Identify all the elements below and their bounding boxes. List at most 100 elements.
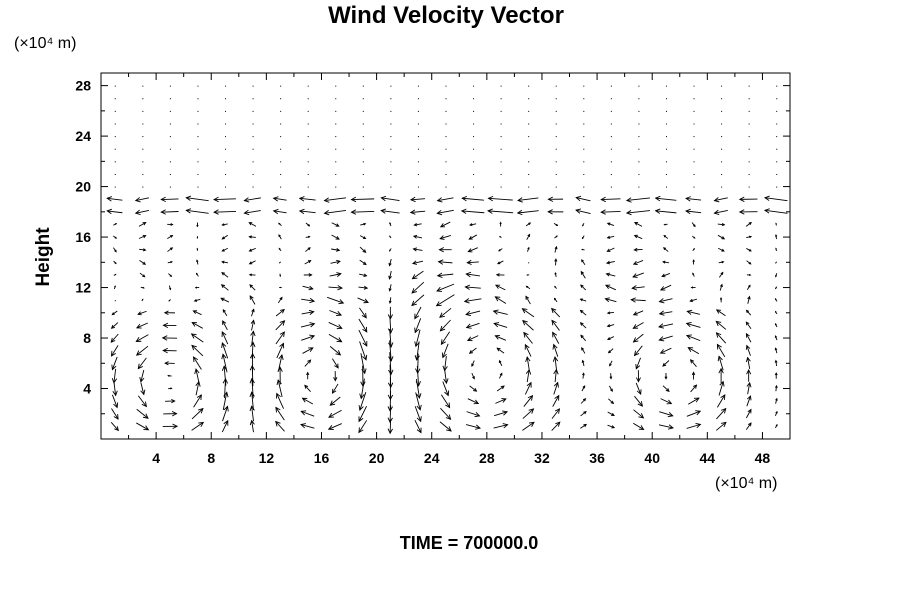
wind-vector	[528, 173, 530, 175]
wind-vector-shaft	[580, 334, 587, 342]
wind-vector-shaft	[688, 347, 700, 355]
wind-vector	[499, 372, 503, 379]
wind-vector-dot	[583, 110, 585, 112]
wind-vector-head	[335, 223, 340, 227]
wind-vector	[357, 297, 369, 304]
wind-vector-shaft	[685, 197, 702, 201]
wind-vector	[746, 273, 752, 277]
wind-vector	[553, 223, 559, 227]
wind-vector	[135, 334, 149, 342]
wind-vector-head	[243, 209, 250, 216]
wind-vector	[221, 353, 228, 373]
wind-vector-head	[439, 325, 446, 332]
wind-vector-dot	[500, 136, 502, 138]
wind-vector	[580, 410, 587, 417]
wind-vector-head	[362, 340, 368, 347]
wind-vector	[327, 423, 342, 430]
wind-vector-head	[169, 287, 172, 291]
wind-vector	[307, 136, 309, 138]
wind-vector-head	[525, 356, 531, 362]
wind-vector	[415, 353, 421, 375]
wind-vector	[487, 195, 513, 202]
wind-vector-dot	[225, 148, 227, 150]
wind-vector-head	[502, 410, 509, 416]
wind-vector-shaft	[193, 310, 202, 316]
wind-vector-dot	[417, 110, 419, 112]
wind-vector	[582, 372, 585, 379]
wind-vector	[445, 110, 447, 112]
wind-vector-shaft	[438, 261, 453, 264]
wind-vector-dot	[390, 110, 392, 112]
wind-vector-head	[667, 412, 674, 418]
wind-vector-head	[581, 347, 585, 351]
wind-vector-head	[775, 247, 777, 250]
wind-vector	[191, 407, 204, 420]
wind-vector	[638, 123, 640, 125]
wind-vector	[713, 197, 728, 203]
wind-vector-head	[249, 391, 255, 398]
wind-vector	[500, 110, 502, 112]
wind-vector-shaft	[413, 235, 423, 239]
wind-vector	[135, 322, 148, 329]
wind-vector	[436, 197, 454, 203]
wind-vector-shaft	[195, 381, 200, 396]
wind-vector-head	[309, 297, 316, 304]
wind-vector	[469, 385, 478, 392]
wind-vector	[362, 186, 364, 188]
wind-vector	[250, 341, 256, 359]
wind-vector	[252, 136, 254, 138]
wind-vector	[551, 408, 561, 419]
wind-vector-shaft	[554, 356, 557, 370]
wind-vector	[525, 285, 531, 290]
wind-vector-head	[439, 312, 445, 318]
wind-vector	[583, 161, 585, 163]
wind-vector-shaft	[467, 335, 479, 341]
wind-vector-head	[605, 284, 611, 289]
wind-vector-dot	[500, 148, 502, 150]
wind-vector-head	[249, 284, 253, 288]
wind-vector-shaft	[414, 406, 422, 422]
wind-vector	[248, 247, 256, 252]
wind-vector-shaft	[277, 380, 283, 398]
vector-field	[106, 85, 788, 435]
wind-vector	[335, 161, 337, 163]
wind-vector	[113, 273, 117, 276]
wind-vector-head	[335, 350, 342, 356]
wind-vector	[580, 398, 587, 404]
wind-vector-head	[460, 208, 467, 214]
wind-vector-dot	[417, 161, 419, 163]
wind-vector	[134, 197, 150, 203]
wind-vector	[579, 322, 587, 329]
wind-vector-shaft	[469, 234, 478, 240]
x-axis-tick-labels: 4 8 12 16 20 24 28 32 36 40 44 48	[152, 450, 770, 466]
wind-vector	[445, 85, 447, 87]
wind-vector-dot	[748, 123, 750, 125]
wind-vector	[137, 395, 147, 408]
wind-vector	[414, 419, 422, 434]
wind-vector-head	[388, 369, 394, 376]
wind-vector	[495, 284, 506, 291]
y-tick-label: 8	[83, 330, 91, 346]
wind-vector-head	[526, 274, 529, 276]
wind-vector-head	[111, 312, 115, 316]
wind-vector-dot	[390, 85, 392, 87]
wind-vector-dot	[528, 173, 530, 175]
wind-vector-shaft	[517, 210, 539, 214]
wind-vector-dot	[362, 161, 364, 163]
wind-vector-shaft	[745, 409, 752, 419]
wind-vector	[162, 347, 177, 354]
wind-vector-shaft	[607, 324, 615, 327]
wind-vector	[197, 123, 199, 125]
wind-vector-head	[278, 262, 281, 264]
wind-vector-head	[472, 387, 478, 392]
wind-vector-head	[192, 356, 199, 363]
wind-vector-head	[747, 395, 752, 401]
wind-vector	[414, 306, 422, 320]
wind-vector	[746, 395, 752, 407]
wind-vector-dot	[555, 98, 557, 100]
wind-vector-shaft	[111, 394, 118, 408]
wind-vector-shaft	[277, 297, 283, 304]
wind-vector	[380, 208, 400, 214]
wind-vector-dot	[445, 161, 447, 163]
wind-vector-shaft	[437, 273, 454, 277]
